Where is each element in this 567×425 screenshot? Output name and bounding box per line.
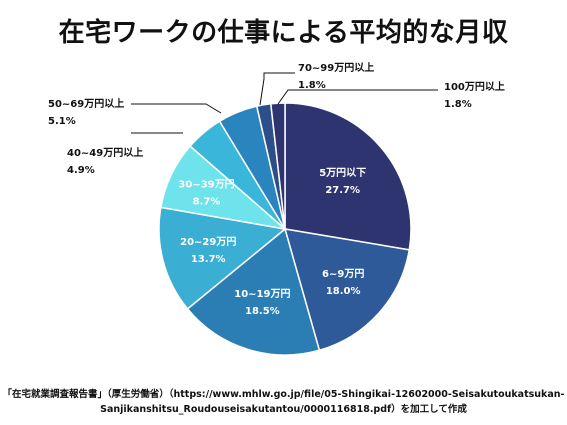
slice-label-name: 30~39万円 <box>178 179 234 191</box>
slice-label-name: 10~19万円 <box>234 288 290 300</box>
callout-label-value: 5.1% <box>48 116 76 127</box>
callout-label-name: 50~69万円以上 <box>48 97 124 110</box>
source-note: 「在宅就業調査報告書」（厚生労働省）（https://www.mhlw.go.j… <box>0 387 567 417</box>
pie-slice <box>269 102 286 230</box>
slice-label-value: 18.5% <box>245 306 280 317</box>
callout-label-name: 70~99万円以上 <box>298 61 374 74</box>
pie-slice <box>284 102 412 251</box>
slice-label-name: 5万円以下 <box>319 167 366 179</box>
callout-label-value: 1.8% <box>298 80 326 91</box>
slice-label-value: 8.7% <box>193 197 221 208</box>
slice-label-name: 20~29万円 <box>180 236 236 248</box>
leader-line <box>131 103 222 114</box>
leader-line <box>277 89 438 105</box>
callout-label-name: 100万円以上 <box>444 80 505 93</box>
slice-label-value: 27.7% <box>325 185 360 196</box>
callout-label-name: 40~49万円以上 <box>67 146 143 159</box>
slice-label-value: 18.0% <box>326 286 361 297</box>
slice-label-value: 13.7% <box>191 254 226 265</box>
leader-line <box>259 72 295 106</box>
callout-label-value: 4.9% <box>67 165 95 176</box>
pie-slice <box>158 206 287 310</box>
source-line-2: Sanjikanshitsu_Roudouseisakutantou/00001… <box>100 404 467 415</box>
callout-label-value: 1.8% <box>444 99 472 110</box>
pie-slice <box>186 227 321 356</box>
source-line-1: 「在宅就業調査報告書」（厚生労働省）（https://www.mhlw.go.j… <box>2 389 565 400</box>
chart-title: 在宅ワークの仕事による平均的な月収 <box>58 18 509 48</box>
pie-slice <box>283 228 411 352</box>
slice-label-name: 6~9万円 <box>322 268 364 280</box>
